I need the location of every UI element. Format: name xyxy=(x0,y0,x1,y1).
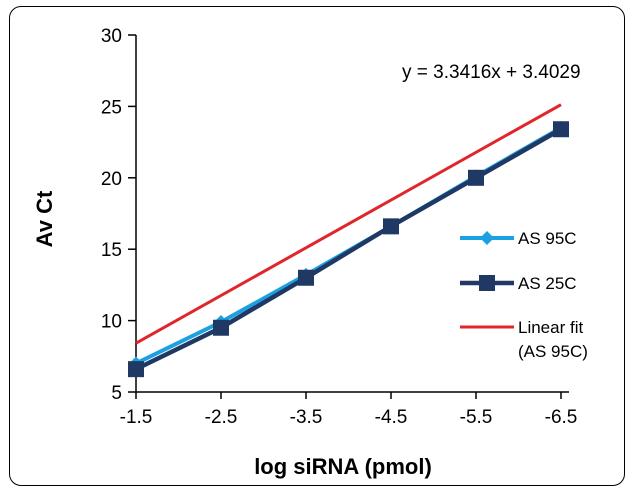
legend-marker-as-95c xyxy=(480,231,494,245)
y-tick-label: 25 xyxy=(101,97,122,118)
legend-label-as-25c: AS 25C xyxy=(518,274,577,293)
x-tick-label: -1.5 xyxy=(120,407,153,428)
data-point-as-25c xyxy=(553,121,569,138)
data-point-as-25c xyxy=(128,361,144,378)
data-point-as-25c xyxy=(383,218,399,235)
legend-marker-as-25c xyxy=(479,275,495,291)
legend-label-as-95c: AS 95C xyxy=(518,229,577,248)
y-tick-label: 20 xyxy=(101,169,122,190)
y-tick-label: 5 xyxy=(111,383,122,404)
legend: AS 95C AS 25C Linear fit (AS 95C) xyxy=(460,229,588,361)
chart-frame xyxy=(9,6,625,486)
axes: 5 10 15 20 25 30 -1.5 -2.5 -3.5 -4.5 -5.5 -6.5 xyxy=(101,26,578,428)
x-axis-title: log siRNA (pmol) xyxy=(254,454,432,479)
x-tick-label: -3.5 xyxy=(290,407,323,428)
series-line-linear-fit xyxy=(135,103,562,345)
fit-equation: y = 3.3416x + 3.4029 xyxy=(402,62,581,83)
data-point-as-25c xyxy=(468,169,484,186)
plot-area xyxy=(128,103,569,378)
x-tick-label: -4.5 xyxy=(375,407,408,428)
data-point-as-25c xyxy=(213,319,229,336)
y-tick-label: 15 xyxy=(101,240,122,261)
legend-label-linear-fit: Linear fit xyxy=(518,318,583,337)
series-line-as-25c xyxy=(135,127,563,372)
x-tick-label: -2.5 xyxy=(205,407,238,428)
y-tick-label: 10 xyxy=(101,312,122,333)
y-tick-label: 30 xyxy=(101,26,122,47)
x-tick-label: -6.5 xyxy=(545,407,578,428)
legend-label-linear-fit-line2: (AS 95C) xyxy=(518,342,588,361)
x-tick-label: -5.5 xyxy=(460,407,493,428)
data-point-as-25c xyxy=(298,269,314,286)
y-axis-title: Av Ct xyxy=(32,190,57,247)
